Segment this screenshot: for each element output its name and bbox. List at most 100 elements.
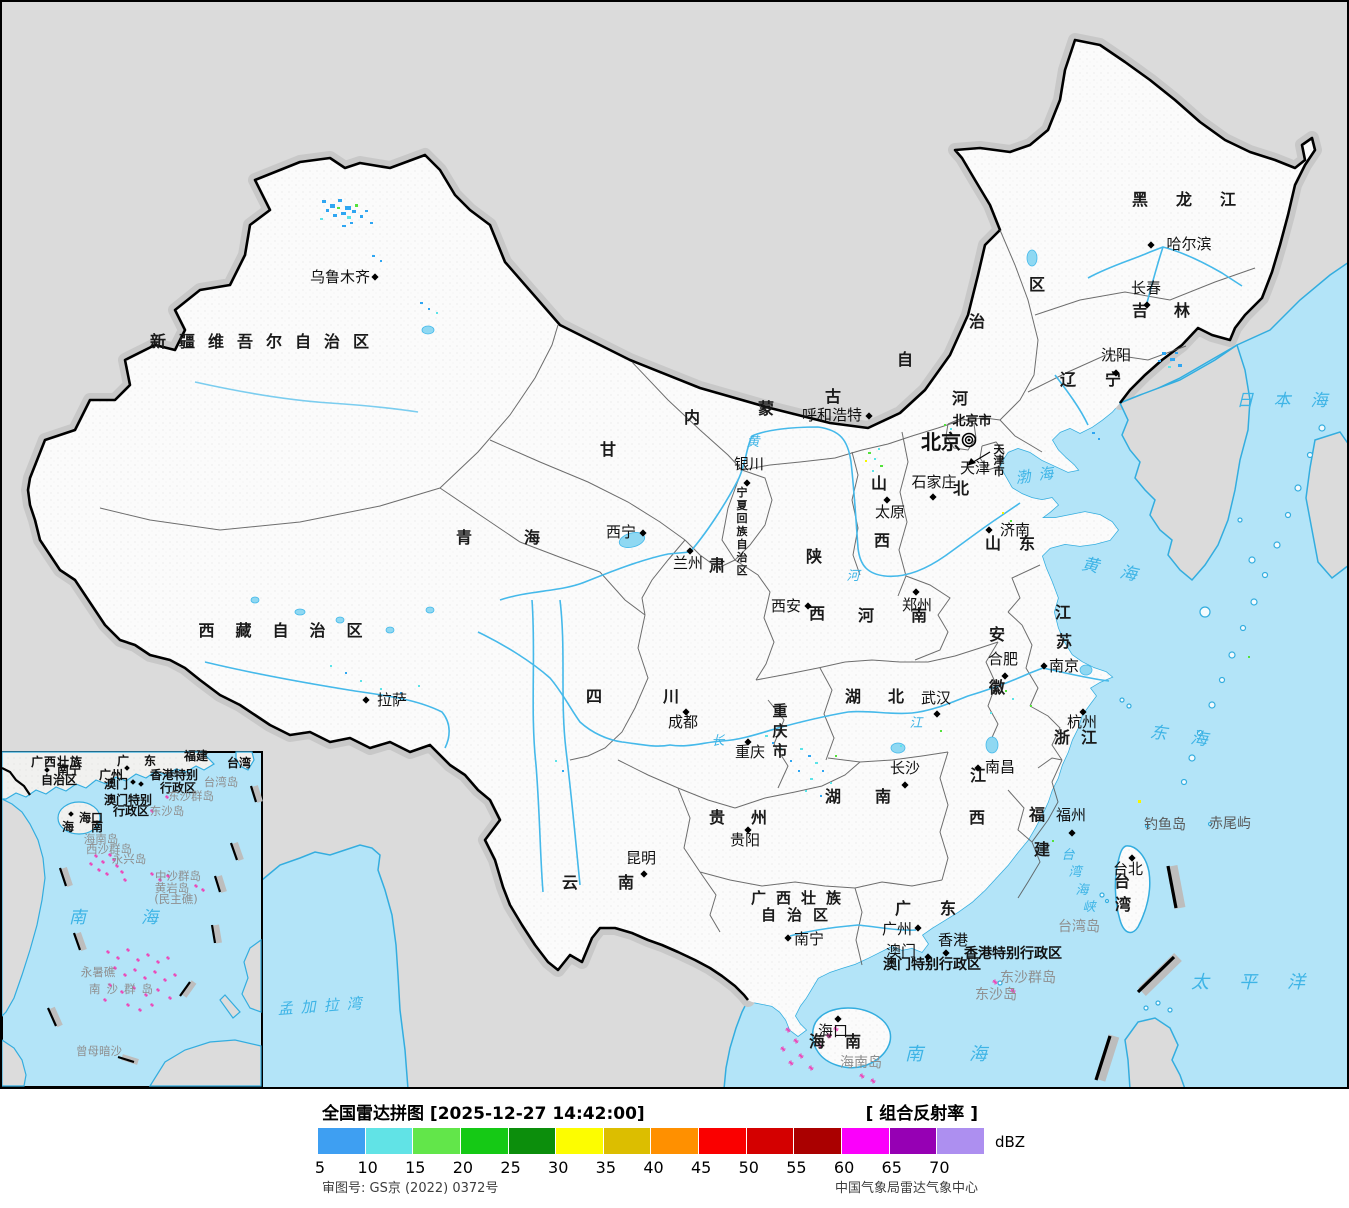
inset-label: 广 <box>117 753 129 768</box>
province-label: 江 <box>1055 603 1071 622</box>
color-scale-segment <box>651 1128 699 1154</box>
color-scale-tick: 5 <box>314 1158 326 1177</box>
radar-echo <box>326 209 329 212</box>
radar-echo <box>337 207 340 209</box>
city-label: 郑州 <box>902 596 932 614</box>
reef-marker <box>94 854 98 858</box>
inset-borneo <box>148 1039 262 1087</box>
small-island <box>1306 451 1314 459</box>
small-island <box>1228 651 1236 659</box>
city-marker <box>883 496 891 504</box>
province-label: 苏 <box>1056 632 1072 651</box>
city-label: 杭州 <box>1067 713 1097 731</box>
color-scale-tick: 55 <box>786 1158 807 1177</box>
color-scale-segment <box>413 1128 460 1154</box>
inset-taiwan <box>235 751 255 771</box>
radar-echo <box>1098 438 1100 440</box>
province-label: 青海 <box>456 528 592 547</box>
reef-marker <box>108 853 112 857</box>
radar-echo <box>345 206 351 210</box>
radar-echo <box>808 755 811 757</box>
reef-marker <box>97 868 101 872</box>
city-label: 长春 <box>1131 279 1161 297</box>
small-island <box>1144 823 1150 829</box>
reef-marker <box>788 1060 794 1066</box>
province-label: 西 <box>969 808 985 827</box>
city-marker <box>901 781 909 789</box>
radar-echo <box>562 770 564 772</box>
city-marker <box>865 412 873 420</box>
city-marker <box>68 811 74 817</box>
city-marker <box>1128 854 1136 862</box>
small-island <box>1126 703 1132 709</box>
small-island <box>1119 697 1125 703</box>
radar-echo <box>880 465 883 467</box>
color-scale-segment <box>460 1128 508 1154</box>
reef-marker <box>826 1033 832 1039</box>
reef-marker <box>106 950 110 954</box>
province-label: 内 <box>684 408 700 427</box>
radar-echo <box>418 685 420 687</box>
city-label: 拉萨 <box>377 691 407 709</box>
small-island <box>1273 541 1281 549</box>
sea-label: 长 <box>711 734 725 749</box>
radar-echo <box>872 470 874 472</box>
small-island <box>1180 778 1188 786</box>
inset-hainan <box>57 801 101 835</box>
city-label: 合肥 <box>988 650 1018 668</box>
radar-echo <box>800 748 803 750</box>
reef-marker <box>780 1046 786 1052</box>
city-marker <box>744 738 752 746</box>
province-label: 台 <box>1114 872 1130 891</box>
city-marker <box>912 588 920 596</box>
inset-national-border <box>1 767 31 796</box>
city-marker <box>985 526 993 534</box>
radar-echo <box>380 688 382 690</box>
province-label: 浙江 <box>1054 728 1108 747</box>
radar-echo <box>341 212 346 215</box>
dash-line-segments <box>1094 864 1186 1082</box>
city-label: 南昌 <box>985 758 1015 776</box>
radar-echo <box>330 204 335 208</box>
city-marker <box>44 767 50 773</box>
korea-land <box>1118 343 1251 582</box>
province-label: 山东 <box>985 534 1053 553</box>
small-island <box>1188 754 1196 762</box>
radar-echo <box>990 712 992 714</box>
reef-marker <box>833 1026 839 1032</box>
city-marker <box>933 710 941 718</box>
color-scale-tick: 65 <box>881 1158 902 1177</box>
province-label: 湖北 <box>845 687 931 706</box>
small-island <box>1318 424 1326 432</box>
city-marker <box>1143 301 1151 309</box>
reef-marker <box>785 1027 791 1033</box>
reef-marker <box>132 986 136 990</box>
radar-echo <box>370 222 373 224</box>
china-land <box>28 40 1315 1036</box>
city-marker <box>682 708 690 716</box>
national-border <box>26 38 1317 1001</box>
legend-panel: 全国雷达拼图 [2025-12-27 14:42:00] [ 组合反射率 ] d… <box>0 1089 1349 1208</box>
color-scale-segment <box>508 1128 556 1154</box>
inset-label: 海 <box>62 819 74 834</box>
color-scale-tick: 35 <box>595 1158 617 1177</box>
radar-echo <box>420 302 423 304</box>
inset-label: 行政区 <box>159 780 196 795</box>
reef-marker <box>165 795 169 799</box>
small-island <box>1239 624 1247 632</box>
province-label: 治 <box>969 312 985 331</box>
color-scale-segment <box>746 1128 794 1154</box>
philippines-luzon <box>1124 1017 1187 1090</box>
inset-label: (民主礁) <box>154 892 197 906</box>
city-marker <box>1068 829 1076 837</box>
inset-philippines <box>241 938 262 1013</box>
special-region-label: 天津 <box>960 459 990 477</box>
color-scale-segment <box>699 1128 746 1154</box>
color-scale-tick: 60 <box>833 1158 855 1177</box>
color-scale-segment <box>937 1128 984 1154</box>
legend-product-label: [ 组合反射率 ] <box>865 1104 978 1124</box>
radar-echo <box>940 730 942 732</box>
radar-echo <box>365 210 368 212</box>
radar-echo <box>1030 705 1032 707</box>
reef-marker <box>126 1003 130 1007</box>
